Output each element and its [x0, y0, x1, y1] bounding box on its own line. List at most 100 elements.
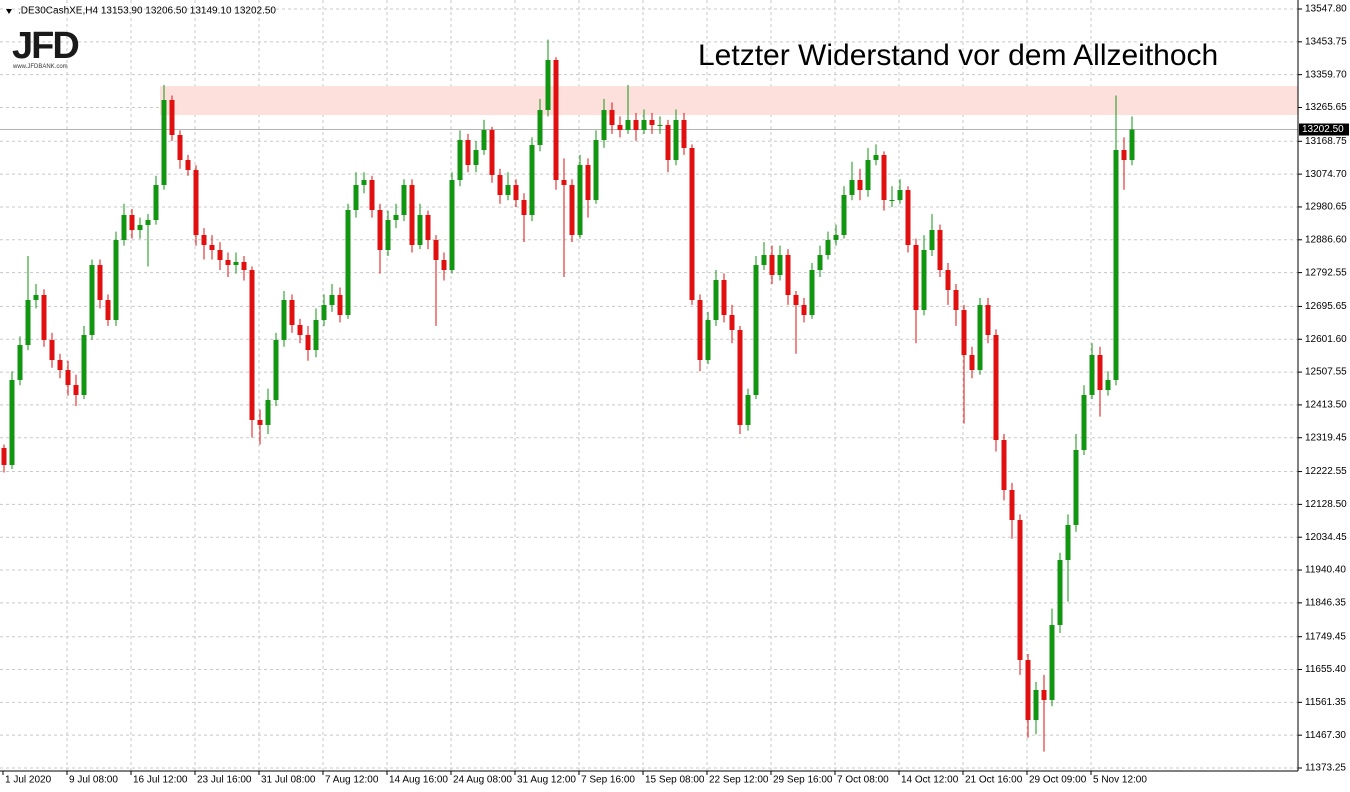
candle-body: [809, 270, 815, 316]
candle-body: [473, 150, 479, 165]
candle-body: [1049, 624, 1055, 700]
y-tick-label: 11846.35: [1305, 598, 1346, 609]
candle-body: [625, 119, 631, 131]
x-tick-label: 1 Jul 2020: [5, 775, 52, 786]
candle-body: [297, 324, 303, 336]
candle-body: [689, 147, 695, 300]
candle-body: [793, 295, 799, 305]
y-tick-label: 12507.55: [1305, 367, 1347, 378]
candle-body: [649, 119, 655, 125]
candle-body: [913, 244, 919, 311]
candle-body: [161, 99, 167, 185]
candle-body: [1025, 659, 1031, 720]
candle-body: [1001, 439, 1007, 491]
candle-body: [329, 295, 335, 305]
candle-body: [617, 124, 623, 131]
candle-body: [761, 255, 767, 265]
y-tick-label: 11940.40: [1305, 565, 1346, 576]
x-tick-label: 23 Jul 16:00: [197, 775, 252, 786]
candle-body: [889, 199, 895, 201]
candle-body: [81, 335, 87, 396]
candle-body: [113, 239, 119, 320]
candle-body: [1081, 395, 1087, 451]
candle-body: [289, 299, 295, 325]
candle-body: [537, 110, 543, 145]
candle-body: [953, 290, 959, 311]
candle-body: [345, 210, 351, 316]
y-tick-label: 12319.45: [1305, 432, 1347, 443]
candle-body: [521, 199, 527, 216]
y-tick-label: 11655.40: [1305, 664, 1346, 675]
candle-body: [137, 224, 143, 231]
candle-body: [665, 124, 671, 160]
candle-body: [321, 304, 327, 320]
candle-body: [969, 355, 975, 371]
candle-body: [697, 299, 703, 360]
y-tick-label: 12413.50: [1305, 400, 1347, 411]
candle-body: [865, 159, 871, 191]
candle-body: [729, 315, 735, 331]
y-tick-label: 13265.65: [1305, 102, 1347, 113]
candle-body: [753, 264, 759, 396]
candle-body: [1033, 690, 1039, 720]
candle-body: [1129, 129, 1135, 160]
candle-body: [457, 139, 463, 180]
candle-body: [41, 295, 47, 340]
y-tick-label: 11561.35: [1305, 697, 1346, 708]
candle-body: [105, 299, 111, 320]
resistance-zone: [160, 86, 1298, 116]
candle-body: [265, 399, 271, 425]
candle-body: [57, 359, 63, 371]
candle-body: [177, 135, 183, 160]
candle-body: [73, 384, 79, 396]
candle-body: [1041, 690, 1047, 700]
x-tick-label: 31 Aug 12:00: [517, 775, 576, 786]
candle-body: [249, 270, 255, 420]
candle-body: [961, 310, 967, 356]
y-tick-label: 12034.45: [1305, 532, 1347, 543]
candle-body: [337, 295, 343, 316]
x-tick-label: 14 Oct 12:00: [901, 775, 959, 786]
candle-body: [1057, 559, 1063, 625]
y-tick-label: 12792.55: [1305, 267, 1347, 278]
x-tick-label: 21 Oct 16:00: [965, 775, 1023, 786]
y-tick-label: 12128.50: [1305, 499, 1347, 510]
candle-body: [1073, 450, 1079, 525]
candle-body: [377, 210, 383, 251]
candle-body: [945, 270, 951, 291]
candle-body: [881, 155, 887, 200]
symbol-header: .DE30CashXE,H4 13153.90 13206.50 13149.1…: [18, 6, 276, 17]
candle-body: [641, 119, 647, 131]
candle-body: [385, 219, 391, 251]
x-tick-label: 7 Oct 08:00: [837, 775, 889, 786]
x-tick-label: 15 Sep 08:00: [645, 775, 705, 786]
logo-url: www.JFDBANK.com: [12, 64, 68, 70]
candle-body: [369, 179, 375, 211]
x-tick-label: 29 Oct 09:00: [1029, 775, 1087, 786]
candle-body: [145, 219, 151, 225]
candle-body: [33, 295, 39, 300]
candle-body: [737, 330, 743, 425]
candle-body: [705, 319, 711, 360]
y-tick-label: 12886.60: [1305, 234, 1347, 245]
candle-body: [609, 110, 615, 125]
candle-body: [305, 335, 311, 351]
candle-body: [49, 339, 55, 360]
candle-body: [633, 119, 639, 131]
candle-body: [857, 179, 863, 191]
candle-body: [209, 244, 215, 251]
candle-body: [465, 139, 471, 165]
candle-body: [441, 259, 447, 271]
candle-body: [97, 264, 103, 300]
candle-body: [481, 130, 487, 151]
candle-body: [985, 304, 991, 336]
candle-body: [193, 170, 199, 236]
x-tick-label: 29 Sep 16:00: [773, 775, 833, 786]
y-tick-label: 13359.70: [1305, 69, 1347, 80]
candle-body: [1017, 519, 1023, 660]
candle-body: [905, 190, 911, 245]
y-tick-label: 12601.60: [1305, 334, 1347, 345]
candle-body: [593, 139, 599, 200]
candle-body: [273, 339, 279, 400]
